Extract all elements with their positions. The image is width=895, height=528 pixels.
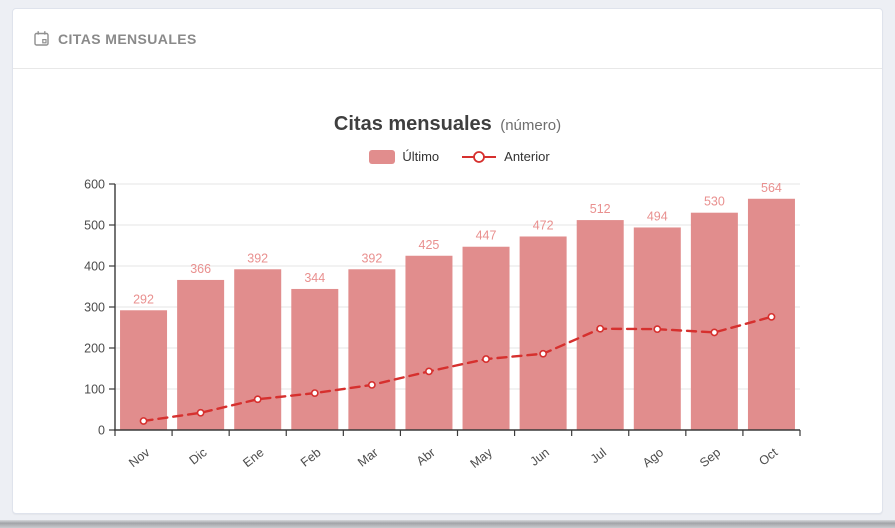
bar-label-Jun: 472 bbox=[533, 218, 554, 232]
bar-Ene[interactable] bbox=[234, 269, 282, 430]
axes: 0 100 200 300 400 500 600 Nov Dic Ene Feb Mar Abr May… bbox=[84, 178, 801, 471]
x-tick-label-Feb: Feb bbox=[298, 445, 324, 469]
card-header: CITAS MENSUALES bbox=[13, 9, 882, 69]
panel-title: CITAS MENSUALES bbox=[58, 30, 197, 47]
bar-label-Feb: 344 bbox=[304, 271, 325, 285]
citas-mensuales-card: CITAS MENSUALES Citas mensuales (número)… bbox=[12, 8, 883, 514]
bar-Mar[interactable] bbox=[348, 269, 396, 430]
line-point-Abr[interactable] bbox=[425, 367, 433, 376]
bar-label-May: 447 bbox=[476, 229, 497, 243]
bar-Dic[interactable] bbox=[177, 279, 225, 430]
legend-label-ultimo: Último bbox=[402, 149, 440, 164]
line-point-Jun[interactable] bbox=[539, 349, 548, 358]
line-point-Dic[interactable] bbox=[196, 408, 205, 417]
x-tick-label-Sep: Sep bbox=[697, 445, 723, 470]
line-point-Sep[interactable] bbox=[710, 328, 719, 337]
bar-May[interactable] bbox=[462, 246, 510, 430]
y-tick-label-100: 100 bbox=[84, 383, 105, 397]
anterior-line[interactable] bbox=[142, 315, 773, 423]
y-tick-label-500: 500 bbox=[84, 219, 105, 233]
x-tick-label-Nov: Nov bbox=[126, 445, 153, 470]
gridlines bbox=[115, 183, 800, 390]
bar-series: 292 366 392 344 392 425 447 472 512 494 530 564 bbox=[120, 181, 795, 430]
chart-svg: 292 366 392 344 392 425 447 472 512 494 530 564 0 100… bbox=[84, 178, 801, 471]
chart-title-text: Citas mensuales bbox=[333, 113, 492, 135]
legend-item-anterior[interactable]: Anterior bbox=[461, 149, 550, 164]
x-tick-label-Jun: Jun bbox=[527, 445, 552, 468]
x-tick-label-Dic: Dic bbox=[187, 445, 210, 467]
calendar-icon bbox=[33, 30, 50, 47]
x-tick-label-Ago: Ago bbox=[640, 445, 666, 470]
x-tick-label-Ene: Ene bbox=[240, 445, 266, 470]
legend-bar-swatch bbox=[369, 149, 396, 164]
line-point-May[interactable] bbox=[482, 355, 490, 363]
bar-label-Nov: 292 bbox=[133, 292, 154, 306]
chart-title: Citas mensuales (número) bbox=[13, 113, 882, 136]
x-tick-label-Abr: Abr bbox=[414, 445, 438, 468]
y-tick-label-600: 600 bbox=[84, 178, 105, 192]
chart-legend: Último Anterior bbox=[25, 149, 894, 164]
line-point-Jul[interactable] bbox=[596, 324, 605, 333]
y-tick-label-400: 400 bbox=[84, 260, 105, 274]
line-point-Nov[interactable] bbox=[139, 417, 148, 425]
x-tick-label-Mar: Mar bbox=[355, 445, 381, 469]
chart-subtitle-text: (número) bbox=[500, 117, 562, 134]
bar-Sep[interactable] bbox=[690, 212, 738, 430]
line-series bbox=[139, 312, 776, 425]
bar-label-Sep: 530 bbox=[704, 195, 725, 209]
bar-label-Abr: 425 bbox=[419, 238, 440, 252]
x-tick-label-Oct: Oct bbox=[756, 445, 780, 468]
bar-label-Ene: 392 bbox=[247, 251, 268, 265]
bar-label-Oct: 564 bbox=[761, 181, 782, 195]
bottom-edge-strip bbox=[0, 520, 895, 528]
bar-label-Dic: 366 bbox=[190, 262, 211, 276]
legend-label-anterior: Anterior bbox=[504, 149, 550, 164]
x-tick-label-May: May bbox=[468, 445, 496, 471]
line-point-Ago[interactable] bbox=[653, 325, 662, 334]
bar-Abr[interactable] bbox=[405, 255, 453, 430]
bar-Jun[interactable] bbox=[519, 236, 567, 430]
bar-label-Ago: 494 bbox=[647, 209, 668, 223]
y-tick-label-200: 200 bbox=[84, 342, 105, 356]
bar-label-Jul: 512 bbox=[590, 202, 611, 216]
bar-label-Mar: 392 bbox=[361, 251, 382, 265]
line-point-Ene[interactable] bbox=[253, 395, 262, 404]
line-point-Feb[interactable] bbox=[310, 389, 319, 397]
legend-item-ultimo[interactable]: Último bbox=[369, 149, 439, 164]
bar-Nov[interactable] bbox=[120, 310, 168, 430]
line-point-Mar[interactable] bbox=[367, 380, 376, 389]
y-tick-label-0: 0 bbox=[98, 424, 105, 438]
bar-Feb[interactable] bbox=[291, 288, 339, 430]
y-tick-label-300: 300 bbox=[84, 301, 105, 315]
x-tick-label-Jul: Jul bbox=[588, 445, 609, 466]
line-point-Oct[interactable] bbox=[767, 312, 776, 321]
legend-line-marker bbox=[461, 150, 497, 164]
